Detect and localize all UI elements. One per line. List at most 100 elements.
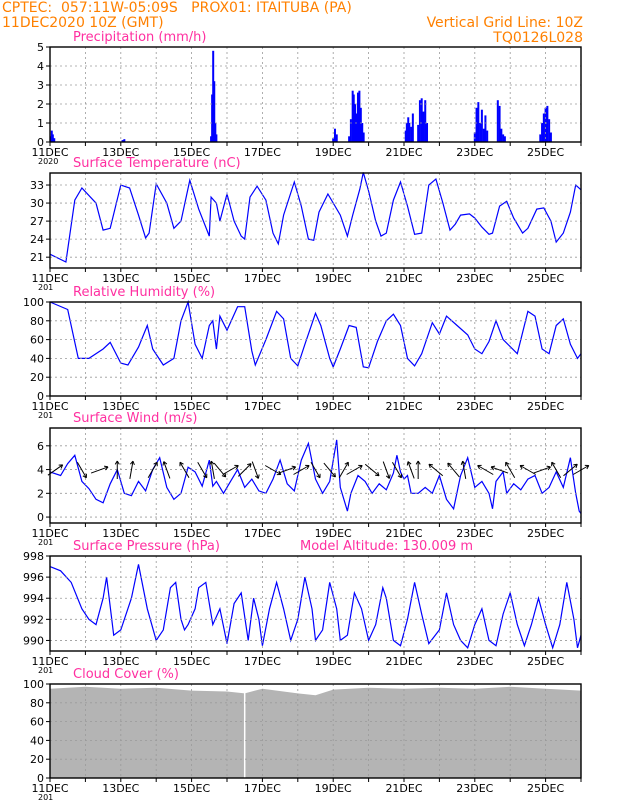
- y-tick-label: 994: [23, 592, 44, 605]
- x-tick-label: 11DEC: [31, 400, 68, 413]
- x-tick-label: 13DEC: [102, 782, 139, 795]
- wind-arrow-head: [305, 464, 310, 470]
- y-tick-label: 992: [23, 613, 44, 626]
- series-line: [49, 299, 582, 369]
- x-year-prefix: 201: [38, 666, 53, 675]
- wind-arrow: [519, 465, 536, 475]
- wind-arrow-head: [316, 473, 321, 479]
- x-tick-label: 11DEC: [31, 782, 68, 795]
- panel-title: Relative Humidity (%): [73, 285, 215, 300]
- y-tick-label: 40: [30, 352, 44, 365]
- x-tick-label: 11DEC: [31, 272, 68, 285]
- wind-arrow: [163, 461, 171, 479]
- x-tick-label: 23DEC: [456, 272, 493, 285]
- panel-title: Surface Wind (m/s): [73, 411, 197, 426]
- y-tick-label: 33: [30, 179, 44, 192]
- precip-bar: [123, 139, 126, 142]
- precip-bar: [539, 134, 542, 142]
- precip-bar: [405, 123, 408, 142]
- wind-arrow-head: [202, 473, 208, 479]
- panel-frame: [49, 301, 582, 397]
- wind-arrow-head: [162, 461, 168, 466]
- x-tick-label: 17DEC: [244, 782, 281, 795]
- x-tick-label: 21DEC: [385, 782, 422, 795]
- y-tick-label: 24: [30, 233, 44, 246]
- wind-arrow: [197, 461, 208, 479]
- precip-bar: [348, 136, 351, 142]
- precip-bar: [420, 98, 423, 142]
- precip-bar: [544, 107, 547, 142]
- x-tick-label: 17DEC: [244, 527, 281, 540]
- wind-arrow-head: [428, 463, 433, 469]
- wind-arrow-head: [179, 461, 184, 467]
- panel-title: Surface Temperature (nC): [73, 156, 241, 171]
- precip-bar: [51, 134, 54, 142]
- wind-arrow: [179, 461, 190, 479]
- x-tick-label: 19DEC: [315, 527, 352, 540]
- y-tick-label: 27: [30, 215, 44, 228]
- wind-arrow: [533, 466, 551, 474]
- y-tick-label: 996: [23, 571, 44, 584]
- precip-bar: [50, 130, 53, 142]
- precip-bar: [359, 107, 362, 142]
- header-line1: CPTEC: 057:11W-05:09S PROX01: ITAITUBA (…: [2, 0, 352, 16]
- y-tick-label: 0: [37, 511, 44, 524]
- panel-title: Cloud Cover (%): [73, 667, 179, 682]
- wind-arrow: [346, 465, 363, 475]
- precip-bar: [541, 123, 544, 142]
- y-tick-label: 20: [30, 371, 44, 384]
- wind-arrow-head: [291, 465, 297, 471]
- precip-bar: [410, 126, 413, 142]
- precip-bar: [418, 100, 421, 142]
- wind-arrow-head: [490, 465, 496, 471]
- x-tick-label: 19DEC: [315, 272, 352, 285]
- precip-bar: [213, 81, 216, 142]
- y-tick-label: 20: [30, 753, 44, 766]
- x-tick-label: 19DEC: [315, 146, 352, 159]
- y-tick-label: 100: [23, 678, 44, 691]
- wind-arrow-head: [129, 460, 135, 466]
- y-tick-label: 100: [23, 296, 44, 309]
- wind-arrow-head: [254, 474, 260, 479]
- y-tick-label: 0: [37, 390, 44, 403]
- wind-arrow: [129, 461, 134, 479]
- precip-bar: [49, 136, 52, 142]
- wind-arrow-head: [460, 460, 466, 466]
- y-tick-label: 3: [37, 79, 44, 92]
- x-tick-label: 15DEC: [173, 400, 210, 413]
- wind-arrow-head: [358, 464, 363, 470]
- x-tick-label: 17DEC: [244, 146, 281, 159]
- precip-bar: [212, 50, 215, 142]
- x-tick-label: 25DEC: [527, 655, 564, 668]
- precip-bar: [358, 90, 361, 142]
- wind-arrow-head: [153, 461, 158, 467]
- wind-arrow: [147, 461, 158, 479]
- precip-bar: [502, 134, 505, 142]
- precip-bar: [482, 128, 485, 142]
- precip-bar: [548, 119, 551, 142]
- wind-arrow-head: [415, 460, 421, 465]
- x-tick-label: 11DEC: [31, 527, 68, 540]
- precip-bar: [349, 119, 352, 142]
- y-tick-label: 60: [30, 334, 44, 347]
- wind-arrow: [462, 461, 467, 479]
- wind-arrow: [428, 463, 444, 477]
- precip-bar: [404, 130, 407, 142]
- wind-arrow: [76, 461, 87, 479]
- wind-arrow-head: [477, 464, 482, 470]
- wind-arrow: [251, 461, 259, 479]
- y-tick-label: 80: [30, 315, 44, 328]
- wind-arrow-head: [519, 464, 525, 470]
- wind-arrow: [338, 461, 349, 479]
- precip-bar: [424, 100, 427, 142]
- panel-title: Precipitation (mm/h): [73, 30, 206, 45]
- precip-bar: [479, 123, 482, 142]
- precip-bar: [498, 105, 501, 142]
- wind-arrow-head: [546, 465, 551, 471]
- wind-arrow: [364, 463, 380, 477]
- y-tick-label: 21: [30, 251, 44, 264]
- precip-bar: [500, 128, 503, 142]
- wind-arrow-head: [447, 462, 452, 468]
- wind-arrow: [382, 461, 390, 479]
